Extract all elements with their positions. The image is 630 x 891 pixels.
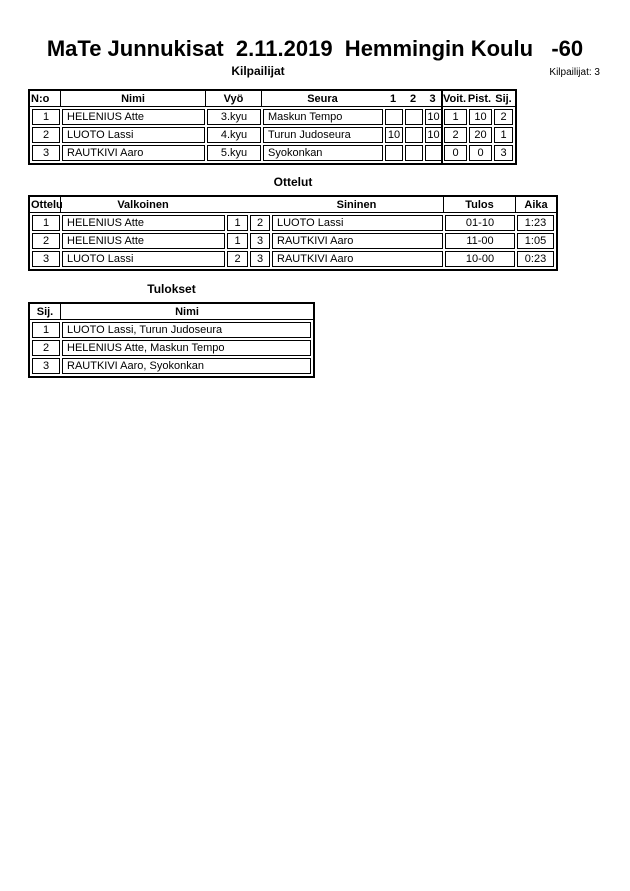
match-no: 3 [32, 251, 60, 267]
match-time: 1:05 [517, 233, 554, 249]
match-white-no: 1 [227, 215, 248, 231]
match-blue: RAUTKIVI Aaro [272, 251, 443, 267]
competitor-match3: 10 [425, 109, 442, 125]
matches-section-title: Ottelut [273, 175, 313, 189]
competitor-club: Syokonkan [263, 145, 383, 161]
competitor-belt: 3.kyu [207, 109, 261, 125]
competitor-wins: 1 [444, 109, 467, 125]
header-club: Seura [261, 91, 383, 106]
competitor-club: Turun Judoseura [263, 127, 383, 143]
competitor-points: 0 [469, 145, 492, 161]
header-name: Nimi [60, 91, 205, 106]
competitor-match3: 10 [425, 127, 442, 143]
competitor-match2 [405, 145, 423, 161]
competitor-points: 20 [469, 127, 492, 143]
competitor-count-label: Kilpailijat: 3 [549, 67, 600, 78]
header-no: N:o [31, 92, 50, 105]
match-white: LUOTO Lassi [62, 251, 225, 267]
result-place: 1 [32, 322, 60, 338]
matches-table: Ottelu Valkoinen Sininen Tulos Aika 1 HE… [28, 195, 558, 271]
competitor-place: 1 [494, 127, 513, 143]
competitor-place: 2 [494, 109, 513, 125]
competitor-no: 2 [32, 127, 60, 143]
header-match-no: Ottelu [31, 198, 63, 211]
match-white: HELENIUS Atte [62, 215, 225, 231]
competitor-row: 3 RAUTKIVI Aaro 5.kyu Syokonkan 0 0 3 [30, 145, 515, 161]
match-white-no: 2 [227, 251, 248, 267]
header-white: Valkoinen [60, 197, 225, 212]
page-title: MaTe Junnukisat 2.11.2019 Hemmingin Koul… [46, 36, 584, 61]
competitor-no: 1 [32, 109, 60, 125]
competitors-table-header: N:o Nimi Vyö Seura 1 2 3 Voit. Pist. Sij… [30, 91, 515, 107]
result-name: HELENIUS Atte, Maskun Tempo [62, 340, 311, 356]
match-row: 3 LUOTO Lassi 2 3 RAUTKIVI Aaro 10-00 0:… [30, 251, 556, 267]
competitor-wins: 2 [444, 127, 467, 143]
header-match2: 2 [409, 92, 417, 105]
competitors-table: N:o Nimi Vyö Seura 1 2 3 Voit. Pist. Sij… [28, 89, 517, 165]
match-result: 01-10 [445, 215, 515, 231]
competitor-match2 [405, 127, 423, 143]
header-white-no [225, 197, 248, 212]
result-place: 3 [32, 358, 60, 374]
header-wins: Voit. [442, 92, 466, 105]
header-place: Sij. [495, 92, 512, 105]
match-blue-no: 3 [250, 251, 270, 267]
competitor-name: LUOTO Lassi [62, 127, 205, 143]
match-no: 1 [32, 215, 60, 231]
header-time: Aika [515, 197, 556, 212]
header-result: Tulos [443, 197, 515, 212]
header-blue: Sininen [336, 198, 377, 211]
match-time: 1:23 [517, 215, 554, 231]
competitor-belt: 5.kyu [207, 145, 261, 161]
header-blue-no [248, 197, 270, 212]
result-row: 1 LUOTO Lassi, Turun Judoseura [30, 322, 313, 338]
competitor-match1: 10 [385, 127, 403, 143]
competitor-match1 [385, 145, 403, 161]
results-section-title: Tulokset [147, 282, 196, 296]
match-blue-no: 3 [250, 233, 270, 249]
competitor-match3 [425, 145, 442, 161]
match-row: 2 HELENIUS Atte 1 3 RAUTKIVI Aaro 11-00 … [30, 233, 556, 249]
result-name: RAUTKIVI Aaro, Syokonkan [62, 358, 311, 374]
group-divider [441, 91, 443, 163]
header-name: Nimi [60, 304, 313, 319]
results-table: Sij. Nimi 1 LUOTO Lassi, Turun Judoseura… [28, 302, 315, 378]
competitors-section-title: Kilpailijat [231, 64, 285, 78]
header-match3: 3 [429, 92, 436, 105]
competitor-name: HELENIUS Atte [62, 109, 205, 125]
competitor-match1 [385, 109, 403, 125]
competitor-wins: 0 [444, 145, 467, 161]
header-place: Sij. [36, 305, 54, 318]
competitor-name: RAUTKIVI Aaro [62, 145, 205, 161]
competitor-row: 2 LUOTO Lassi 4.kyu Turun Judoseura 10 1… [30, 127, 515, 143]
header-match1: 1 [389, 92, 397, 105]
results-table-header: Sij. Nimi [30, 304, 313, 320]
result-row: 3 RAUTKIVI Aaro, Syokonkan [30, 358, 313, 374]
match-row: 1 HELENIUS Atte 1 2 LUOTO Lassi 01-10 1:… [30, 215, 556, 231]
header-points: Pist. [467, 92, 492, 105]
match-time: 0:23 [517, 251, 554, 267]
match-white: HELENIUS Atte [62, 233, 225, 249]
competitor-belt: 4.kyu [207, 127, 261, 143]
match-blue: LUOTO Lassi [272, 215, 443, 231]
match-no: 2 [32, 233, 60, 249]
match-white-no: 1 [227, 233, 248, 249]
header-belt: Vyö [205, 91, 261, 106]
result-row: 2 HELENIUS Atte, Maskun Tempo [30, 340, 313, 356]
competitor-no: 3 [32, 145, 60, 161]
result-place: 2 [32, 340, 60, 356]
match-blue-no: 2 [250, 215, 270, 231]
matches-table-header: Ottelu Valkoinen Sininen Tulos Aika [30, 197, 556, 213]
competitor-match2 [405, 109, 423, 125]
competitor-place: 3 [494, 145, 513, 161]
competitor-club: Maskun Tempo [263, 109, 383, 125]
competitor-row: 1 HELENIUS Atte 3.kyu Maskun Tempo 10 1 … [30, 109, 515, 125]
match-result: 11-00 [445, 233, 515, 249]
result-name: LUOTO Lassi, Turun Judoseura [62, 322, 311, 338]
match-result: 10-00 [445, 251, 515, 267]
match-blue: RAUTKIVI Aaro [272, 233, 443, 249]
competitor-points: 10 [469, 109, 492, 125]
